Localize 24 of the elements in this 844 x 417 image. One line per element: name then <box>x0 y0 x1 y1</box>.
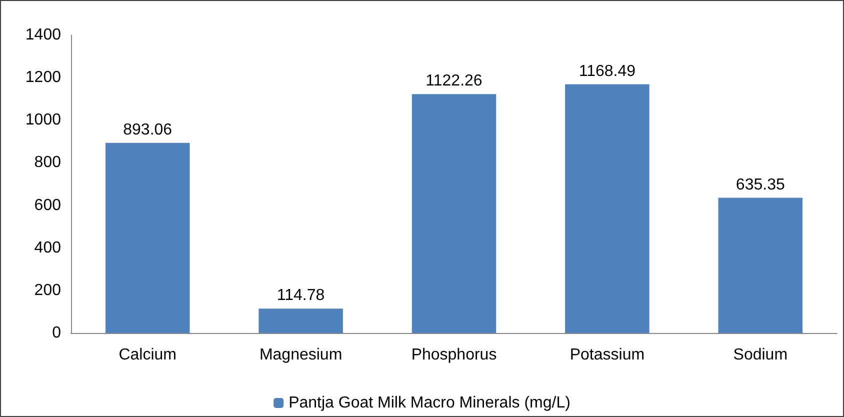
y-tick-label: 1400 <box>25 26 62 44</box>
bar <box>718 198 803 333</box>
data-label: 1122.26 <box>426 72 482 90</box>
bar <box>412 94 496 333</box>
y-tick-label: 0 <box>52 324 62 342</box>
data-label: 1168.49 <box>578 62 636 80</box>
y-tick-label: 1200 <box>25 69 62 86</box>
x-tick-label: Potassium <box>570 346 645 364</box>
data-label: 114.78 <box>276 287 325 304</box>
bar <box>565 84 650 333</box>
y-tick-label: 800 <box>34 154 62 172</box>
data-label: 893.06 <box>123 121 172 138</box>
x-tick-label: Sodium <box>733 346 788 364</box>
x-tick-label: Magnesium <box>259 346 342 364</box>
y-tick-label: 1000 <box>25 112 62 129</box>
x-tick-label: Calcium <box>118 346 176 364</box>
y-tick-label: 600 <box>34 196 62 214</box>
data-label: 635.35 <box>736 176 785 194</box>
bar <box>258 308 343 333</box>
x-tick-label: Phosphorus <box>411 346 497 364</box>
y-tick-label: 400 <box>34 239 62 256</box>
bar <box>105 142 190 333</box>
y-tick-label: 200 <box>34 282 62 299</box>
legend-label: Pantja Goat Milk Macro Minerals (mg/L) <box>288 394 570 412</box>
